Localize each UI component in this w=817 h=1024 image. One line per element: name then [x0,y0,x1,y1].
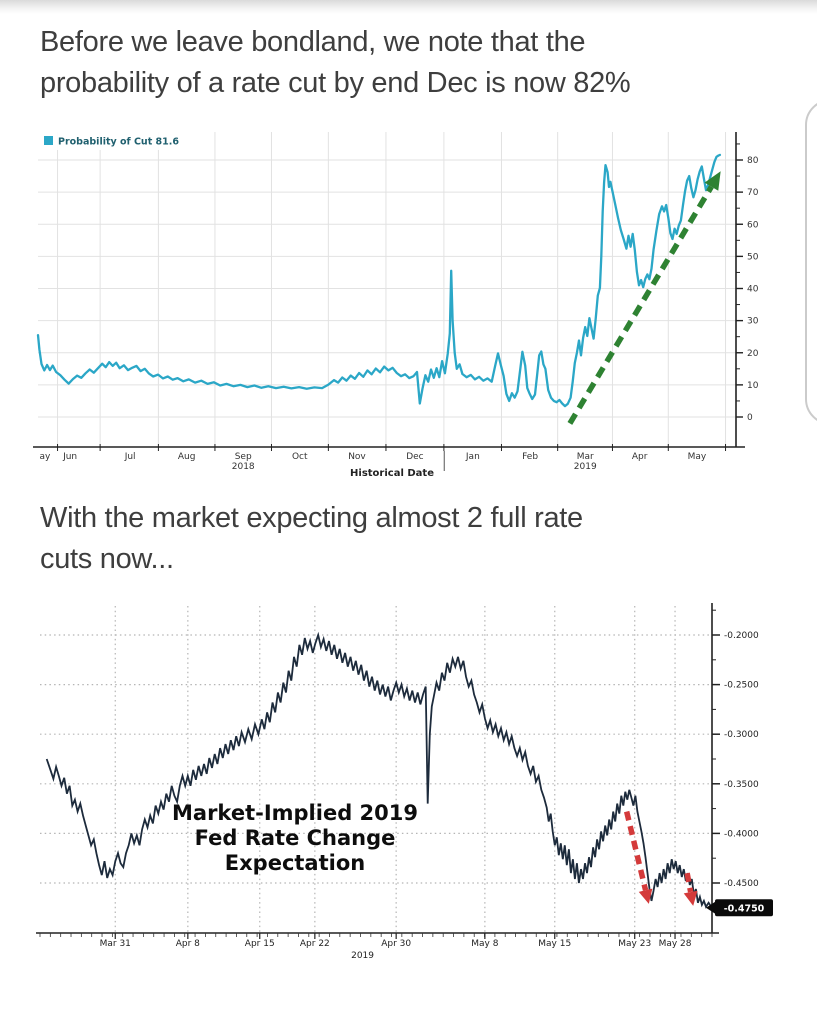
red-down-arrow-1 [623,810,653,904]
svg-text:Sep: Sep [235,452,252,462]
svg-text:ay: ay [40,452,52,462]
svg-text:40: 40 [747,285,759,295]
svg-text:-0.4500: -0.4500 [724,879,759,889]
svg-text:-0.4000: -0.4000 [724,829,759,839]
svg-text:Mar 31: Mar 31 [100,939,131,949]
x-axis-title: Historical Date [350,468,434,479]
svg-text:-0.2500: -0.2500 [724,681,759,691]
svg-text:Mar: Mar [577,452,594,462]
svg-text:May 8: May 8 [471,939,498,949]
svg-text:May 28: May 28 [659,939,692,949]
svg-text:-0.3000: -0.3000 [724,730,759,740]
svg-text:80: 80 [747,156,759,166]
svg-text:0: 0 [747,413,753,423]
svg-text:Jan: Jan [465,452,480,462]
article-paragraph-1: Before we leave bondland, we note that t… [40,22,780,104]
year-label: 2019 [351,951,374,961]
paragraph-1-line-2: probability of a rate cut by end Dec is … [40,67,631,99]
svg-text:-0.3500: -0.3500 [724,780,759,790]
fed-rate-line [45,631,713,909]
svg-text:Apr 30: Apr 30 [381,939,411,949]
svg-text:-0.2000: -0.2000 [724,631,759,641]
svg-text:70: 70 [747,188,759,198]
fed-rate-expectation-chart: -0.2000 -0.2500 -0.3000 -0.3500 -0.4000 -0.45… [0,588,817,973]
green-trend-arrow [567,171,721,425]
svg-text:10: 10 [747,381,759,391]
svg-text:May 23: May 23 [618,939,651,949]
right-edge-card[interactable] [805,99,817,425]
svg-text:20: 20 [747,349,759,359]
svg-text:Apr 8: Apr 8 [176,939,200,949]
chart-legend: Probability of Cut 81.6 [38,131,188,150]
svg-text:30: 30 [747,317,759,327]
article-paragraph-2: With the market expecting almost 2 full … [40,498,780,580]
red-down-arrow-2 [683,872,698,906]
probability-of-cut-chart: 0 10 20 30 40 50 60 70 80 ay Jun Jul Aug Sep 2018 Oct No… [0,118,817,493]
last-price-tag: -0.4750 [706,899,773,917]
svg-text:Nov: Nov [348,452,366,462]
svg-text:Aug: Aug [178,452,196,462]
chart-gridlines [38,132,736,447]
fed-rate-expectation-chart-canvas: -0.2000 -0.2500 -0.3000 -0.3500 -0.4000 -0.45… [36,603,773,961]
svg-text:Apr 22: Apr 22 [300,939,330,949]
chart-gridlines [40,606,712,932]
chart-axes: -0.2000 -0.2500 -0.3000 -0.3500 -0.4000 -0.45… [36,603,759,939]
chart-axes: 0 10 20 30 40 50 60 70 80 [33,132,759,451]
svg-text:60: 60 [747,220,759,230]
paragraph-1-line-1: Before we leave bondland, we note that t… [40,26,586,58]
svg-text:Market-Implied 2019: Market-Implied 2019 [172,801,418,825]
top-toolbar-shadow [0,0,817,14]
svg-text:May: May [688,452,707,462]
svg-text:May 15: May 15 [538,939,571,949]
svg-text:Jun: Jun [62,452,77,462]
svg-text:Expectation: Expectation [225,851,365,875]
svg-text:Apr 15: Apr 15 [245,939,275,949]
paragraph-2-line-2: cuts now... [40,543,174,575]
probability-line [36,153,722,408]
paragraph-2-line-1: With the market expecting almost 2 full … [40,502,583,534]
svg-text:Feb: Feb [522,452,538,462]
x-axis-labels: Mar 31 Apr 8 Apr 15 Apr 22 Apr 30 May 8 May 15… [100,939,692,961]
svg-text:Jul: Jul [124,452,136,462]
svg-text:50: 50 [747,252,759,262]
svg-text:-0.4750: -0.4750 [724,903,765,914]
svg-text:Dec: Dec [406,452,423,462]
svg-text:2018: 2018 [232,462,255,472]
svg-text:2019: 2019 [574,462,597,472]
svg-text:Fed Rate Change: Fed Rate Change [195,826,396,850]
svg-text:Apr: Apr [632,452,648,462]
svg-text:Oct: Oct [292,452,308,462]
legend-label: Probability of Cut 81.6 [58,137,179,148]
legend-swatch [44,136,53,145]
